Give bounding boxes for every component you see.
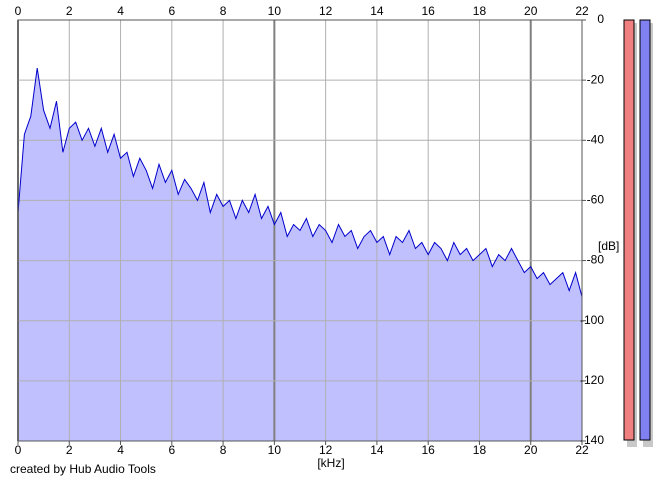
x-tick-label: 22 <box>575 443 589 457</box>
area-fill <box>18 68 582 441</box>
x-tick-label: 8 <box>220 443 227 457</box>
meter-right <box>639 19 651 441</box>
x-tick-label: 12 <box>319 443 333 457</box>
x-tick-label-top: 20 <box>524 4 538 18</box>
y-tick-label: -100 <box>580 313 604 327</box>
x-tick-label-top: 4 <box>117 4 124 18</box>
plot-border <box>17 19 583 442</box>
x-tick-label-top: 14 <box>370 4 384 18</box>
credit: created by Hub Audio Tools <box>10 462 156 476</box>
x-tick-label-top: 0 <box>15 4 22 18</box>
x-tick-label: 16 <box>422 443 436 457</box>
x-tick-label: 2 <box>66 443 73 457</box>
y-tick-label: -60 <box>587 193 605 207</box>
y-tick-label: -20 <box>587 72 605 86</box>
x-tick-label-top: 12 <box>319 4 333 18</box>
x-tick-label: 4 <box>117 443 124 457</box>
y-tick-label: -140 <box>580 433 604 447</box>
x-tick-label: 6 <box>168 443 175 457</box>
meter-left <box>623 19 635 441</box>
x-axis-label: [kHz] <box>317 456 344 470</box>
x-tick-label-top: 10 <box>268 4 282 18</box>
x-tick-label: 10 <box>268 443 282 457</box>
y-tick-label: -80 <box>587 253 605 267</box>
plot-area <box>17 19 583 442</box>
x-tick-label-top: 8 <box>220 4 227 18</box>
y-tick-label: -40 <box>587 132 605 146</box>
y-tick-label: -120 <box>580 373 604 387</box>
y-axis-label: [dB] <box>598 239 619 253</box>
x-tick-label: 14 <box>370 443 384 457</box>
x-tick-label-top: 16 <box>422 4 436 18</box>
x-tick-label-top: 22 <box>575 4 589 18</box>
x-tick-label: 18 <box>473 443 487 457</box>
x-tick-label: 20 <box>524 443 538 457</box>
y-tick-label: 0 <box>597 12 604 26</box>
x-tick-label-top: 2 <box>66 4 73 18</box>
spectrum-line <box>17 68 583 297</box>
x-tick-label-top: 18 <box>473 4 487 18</box>
x-tick-label-top: 6 <box>168 4 175 18</box>
x-tick-label: 0 <box>15 443 22 457</box>
